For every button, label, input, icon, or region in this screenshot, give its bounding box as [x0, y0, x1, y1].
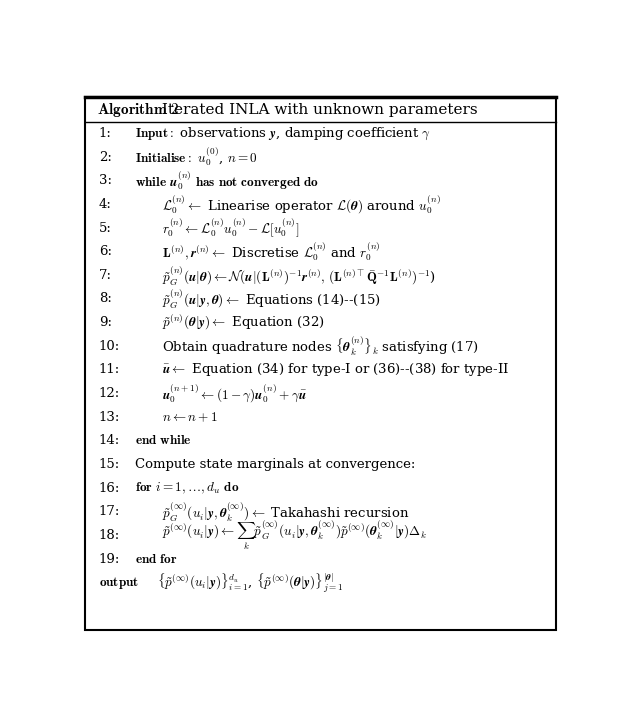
Text: 17:: 17: — [99, 506, 120, 518]
Text: 14:: 14: — [99, 434, 120, 448]
Text: $\mathbf{end\ for}$: $\mathbf{end\ for}$ — [134, 553, 177, 565]
Text: $\tilde{p}_G^{(\infty)}(u_i|\boldsymbol{y}, \boldsymbol{\theta}_k^{(\infty)}) \l: $\tilde{p}_G^{(\infty)}(u_i|\boldsymbol{… — [162, 501, 409, 523]
Text: $r_0^{(n)} \leftarrow \mathcal{L}_0^{(n)} u_0^{(n)} - \mathcal{L}[u_0^{(n)}]$: $r_0^{(n)} \leftarrow \mathcal{L}_0^{(n)… — [162, 217, 299, 239]
Text: $\{\tilde{p}^{(\infty)}(u_i|\boldsymbol{y})\}_{i=1}^{d_u}$, $\{\tilde{p}^{(\inft: $\{\tilde{p}^{(\infty)}(u_i|\boldsymbol{… — [157, 571, 344, 594]
Text: 3:: 3: — [99, 174, 112, 187]
Text: 6:: 6: — [99, 245, 112, 258]
Text: 4:: 4: — [99, 198, 112, 211]
Text: $\mathbf{L}^{(n)}, \boldsymbol{r}^{(n)} \leftarrow$ Discretise $\mathcal{L}_0^{(: $\mathbf{L}^{(n)}, \boldsymbol{r}^{(n)} … — [162, 241, 380, 263]
Text: $\mathbf{while}$ $\boldsymbol{u}_0^{(n)}$ $\mathbf{has\ not\ converged\ do}$: $\mathbf{while}$ $\boldsymbol{u}_0^{(n)}… — [134, 169, 319, 192]
Text: $\tilde{p}^{(n)}(\boldsymbol{\theta}|\boldsymbol{y}) \leftarrow$ Equation (32): $\tilde{p}^{(n)}(\boldsymbol{\theta}|\bo… — [162, 313, 324, 333]
Text: Iterated INLA with unknown parameters: Iterated INLA with unknown parameters — [157, 103, 477, 117]
Text: $\mathbf{for}$ $i = 1, \ldots, d_u$ $\mathbf{do}$: $\mathbf{for}$ $i = 1, \ldots, d_u$ $\ma… — [134, 481, 239, 496]
Text: $\mathcal{L}_0^{(n)} \leftarrow$ Linearise operator $\mathcal{L}(\boldsymbol{\th: $\mathcal{L}_0^{(n)} \leftarrow$ Lineari… — [162, 193, 441, 216]
Text: 2:: 2: — [99, 151, 112, 164]
Text: 16:: 16: — [99, 482, 120, 495]
Text: 12:: 12: — [99, 387, 120, 400]
Text: $\tilde{p}_G^{(n)}(\boldsymbol{u}|\boldsymbol{y}, \boldsymbol{\theta}) \leftarro: $\tilde{p}_G^{(n)}(\boldsymbol{u}|\bolds… — [162, 288, 381, 311]
Text: $\boldsymbol{u}_0^{(n+1)} \leftarrow (1-\gamma)\boldsymbol{u}_0^{(n)} + \gamma\b: $\boldsymbol{u}_0^{(n+1)} \leftarrow (1-… — [162, 383, 307, 405]
Text: 15:: 15: — [99, 458, 120, 471]
Text: 7:: 7: — [99, 269, 112, 282]
Text: 5:: 5: — [99, 221, 112, 235]
Text: $\mathbf{end\ while}$: $\mathbf{end\ while}$ — [134, 434, 191, 448]
Text: Compute state marginals at convergence:: Compute state marginals at convergence: — [134, 458, 415, 471]
Text: 18:: 18: — [99, 529, 120, 542]
Text: $\mathbf{output}$: $\mathbf{output}$ — [99, 575, 139, 590]
Text: $\tilde{p}^{(\infty)}(u_i|\boldsymbol{y}) \leftarrow \sum_k \tilde{p}_G^{(\infty: $\tilde{p}^{(\infty)}(u_i|\boldsymbol{y}… — [162, 518, 427, 552]
Text: $\mathbf{Input:}$ observations $\boldsymbol{y}$, damping coefficient $\gamma$: $\mathbf{Input:}$ observations $\boldsym… — [134, 126, 431, 141]
Text: $\tilde{p}_G^{(n)}(\boldsymbol{u}|\boldsymbol{\theta}) \leftarrow \mathcal{N}(\b: $\tilde{p}_G^{(n)}(\boldsymbol{u}|\bolds… — [162, 264, 436, 286]
Text: 9:: 9: — [99, 316, 112, 329]
Text: 19:: 19: — [99, 553, 120, 565]
Text: $\mathbf{Algorithm\ 2}$: $\mathbf{Algorithm\ 2}$ — [97, 101, 180, 119]
Text: 13:: 13: — [99, 411, 120, 423]
Text: 1:: 1: — [99, 127, 112, 140]
Text: 11:: 11: — [99, 363, 120, 376]
Text: $\mathbf{Initialise:}$ $u_0^{(0)}$, $n = 0$: $\mathbf{Initialise:}$ $u_0^{(0)}$, $n =… — [134, 146, 257, 169]
Text: 10:: 10: — [99, 340, 120, 353]
Text: $\bar{\boldsymbol{u}} \leftarrow$ Equation (34) for type-I or (36)--(38) for typ: $\bar{\boldsymbol{u}} \leftarrow$ Equati… — [162, 361, 509, 378]
Text: 8:: 8: — [99, 293, 112, 306]
Text: $n \leftarrow n+1$: $n \leftarrow n+1$ — [162, 411, 218, 424]
Text: Obtain quadrature nodes $\{\boldsymbol{\theta}_k^{(n)}\}_k$ satisfying (17): Obtain quadrature nodes $\{\boldsymbol{\… — [162, 335, 479, 358]
